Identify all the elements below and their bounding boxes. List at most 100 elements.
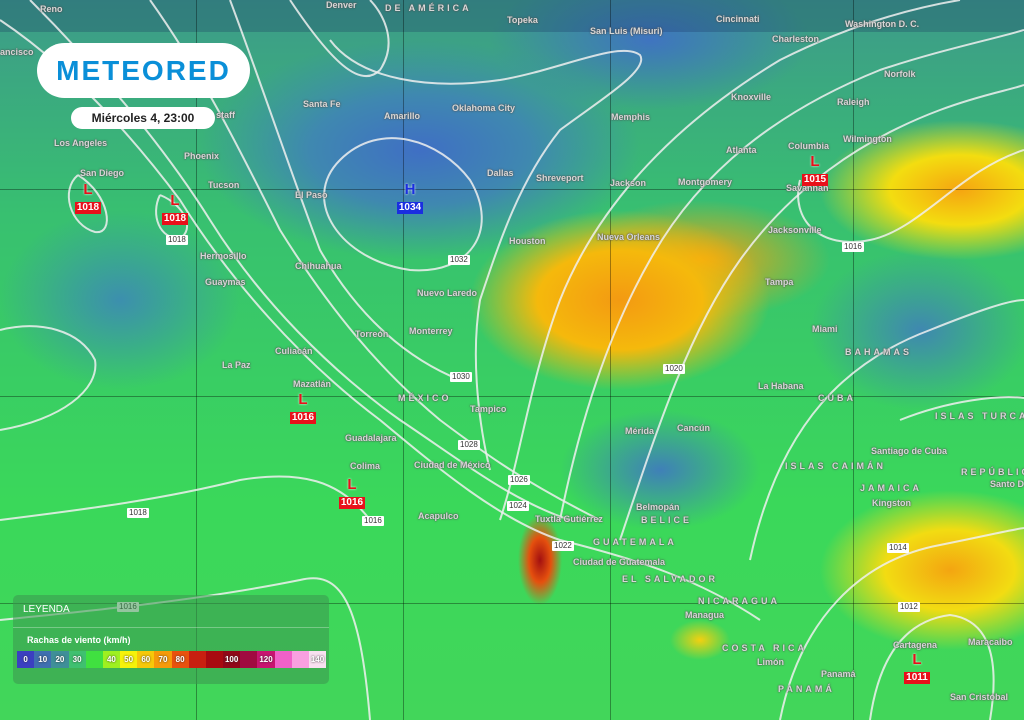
pressure-value: 1018 [74,202,102,214]
city-label: Topeka [507,15,538,25]
country-label: PANAMÁ [778,684,835,694]
isobar [68,174,108,234]
latitude-line [0,396,1024,397]
city-label: Dallas [487,168,514,178]
city-label: Santa Fe [303,99,341,109]
pressure-letter: L [912,651,922,668]
city-label: Reno [40,4,63,14]
isobar-value-label: 1012 [898,602,920,612]
city-label: Santo D [990,479,1024,489]
city-label: Washington D. C. [845,19,920,29]
wind-gust-color-scale: 0 10 20 30 40 50 60 70 80 100 120 140 [17,651,327,668]
pressure-letter: L [347,476,357,493]
longitude-line [610,0,611,720]
latitude-line [0,603,1024,604]
city-label: Mazatlán [293,379,332,389]
isobar [0,325,97,431]
longitude-line [853,0,854,720]
scale-step: 100 [223,651,241,668]
legend-panel: LEYENDA Rachas de viento (km/h) 0 10 20 30 4… [13,595,329,684]
isobar-value-label: 1022 [552,541,574,551]
city-label: San Diego [80,168,125,178]
legend-divider [13,627,329,628]
isobar-value-label: 1016 [842,242,864,252]
city-label: San Luis (Misuri) [590,26,663,36]
pressure-value: 1016 [289,412,317,424]
isobar [323,137,483,272]
country-label: REPÚBLICA D [961,467,1024,477]
longitude-line [403,0,404,720]
city-label: Belmopán [636,502,680,512]
isobar [229,0,461,381]
scale-step: 80 [171,651,189,668]
isobar [149,0,601,521]
country-label: ISLAS CAIMÁN [785,461,886,471]
isobar-value-label: 1014 [887,543,909,553]
country-label: COSTA RICA [722,643,807,653]
city-label: Wilmington [843,134,892,144]
country-label: MÉXICO [398,393,452,403]
city-label: Santiago de Cuba [871,446,948,456]
city-label: Knoxville [731,92,772,102]
city-label: Savannah [786,183,829,193]
pressure-letter: H [404,181,416,198]
isobar-value-label: 1030 [450,372,472,382]
country-label: GUATEMALA [593,537,677,547]
city-label: Chihuahua [295,261,342,271]
high-pressure-center: H 1034 [395,182,425,215]
isobar [797,149,1024,243]
city-label: Panamá [821,669,856,679]
scale-step [291,651,309,668]
city-label: Cincinnati [716,14,760,24]
city-label: Guaymas [205,277,246,287]
city-label: San Cristóbal [950,692,1009,702]
city-label: Miami [812,324,838,334]
city-label: Colima [350,461,381,471]
city-label: Amarillo [384,111,421,121]
isobar [779,527,1024,720]
city-label: La Paz [222,360,251,370]
city-label: Jackson [610,178,647,188]
isobar-value-label: 1016 [362,516,384,526]
city-label: Tampa [765,277,794,287]
pressure-letter: L [298,391,308,408]
city-label: Cartagena [893,640,938,650]
isobar [559,29,1024,521]
city-label: Mérida [625,426,655,436]
city-label: Columbia [788,141,830,151]
scale-step [205,651,224,668]
city-label: Montgomery [678,177,732,187]
country-label: EL SALVADOR [622,574,719,584]
scale-step: 0 [17,651,35,668]
city-label: Limón [757,657,784,667]
country-label: CUBA [818,393,856,403]
pressure-letter: L [83,181,93,198]
scale-step [85,651,103,668]
low-pressure-center: L 1015 [800,154,830,187]
city-label: Nuevo Laredo [417,288,478,298]
city-label: Guadalajara [345,433,397,443]
scale-step: 10 [34,651,52,668]
scale-step [188,651,206,668]
meteored-logo[interactable]: METEORED [37,43,250,98]
country-label: BAHAMAS [845,347,912,357]
pressure-value: 1018 [161,213,189,225]
pressure-letter: L [170,192,180,209]
longitude-line [196,0,197,720]
logo-text: METEORED [56,54,231,86]
scale-step: 70 [154,651,172,668]
city-label: La Habana [758,381,804,391]
city-label: Monterrey [409,326,453,336]
isobar [899,396,1024,421]
pressure-value: 1011 [904,672,930,684]
isobar [749,299,1024,561]
legend-title: LEYENDA [23,604,70,615]
isobar-value-label: 1028 [458,440,480,450]
city-label: Nueva Orleans [597,232,661,242]
city-label: Denver [326,0,357,10]
isobar [329,39,643,471]
isobar-value-label: 1020 [663,364,685,374]
city-label: Cancún [677,423,711,433]
isobar [0,475,371,521]
